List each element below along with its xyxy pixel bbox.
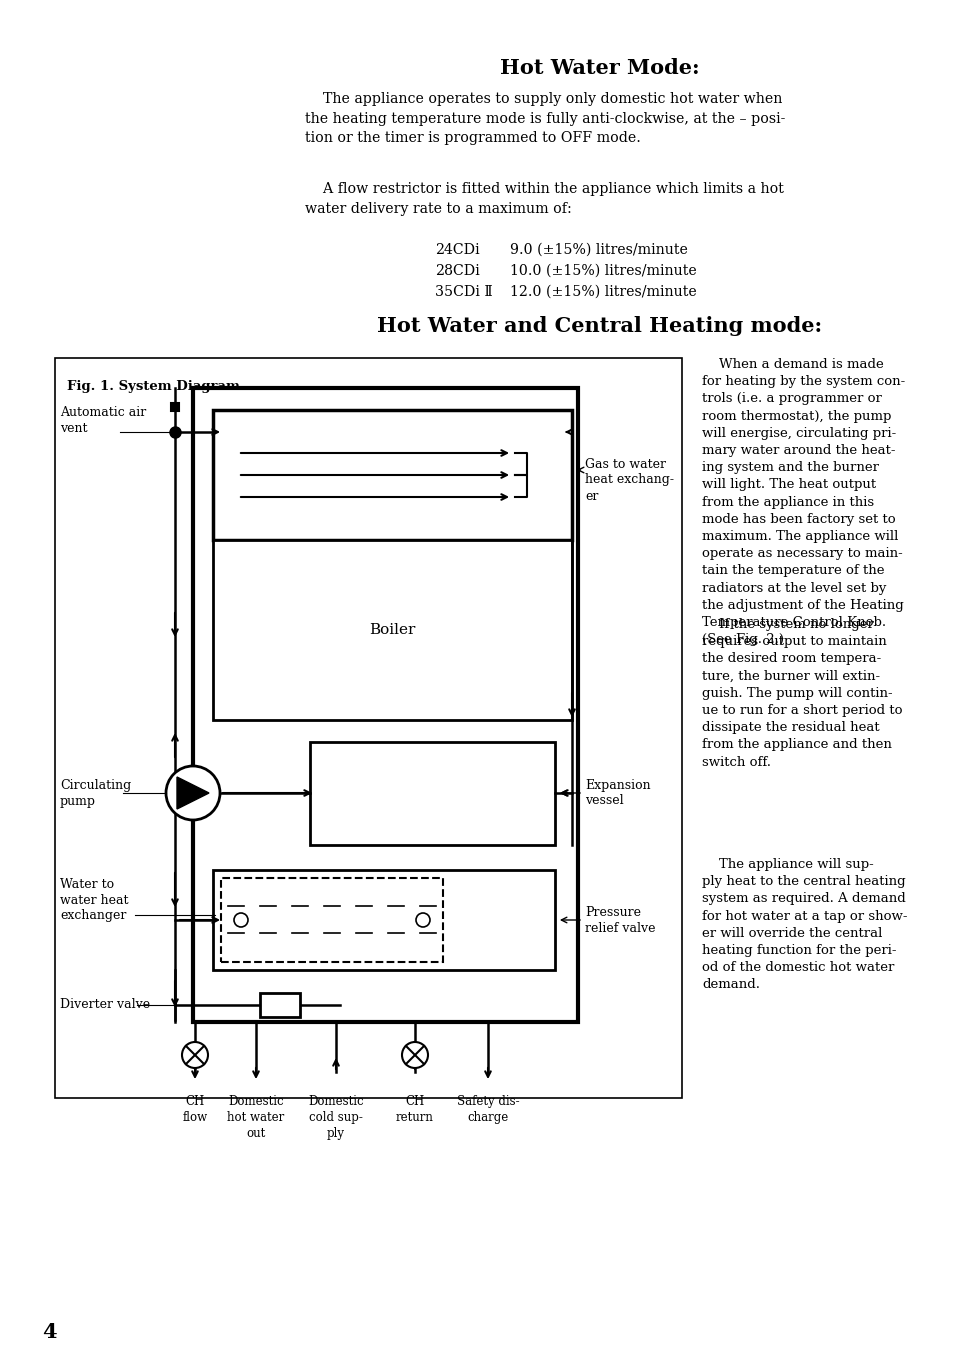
Text: Expansion
vessel: Expansion vessel (584, 779, 650, 807)
Text: 10.0 (±15%) litres/minute: 10.0 (±15%) litres/minute (510, 264, 696, 279)
Bar (221, 877, 442, 963)
Bar (260, 992, 299, 1017)
Circle shape (166, 767, 220, 821)
Text: 4: 4 (42, 1322, 56, 1343)
Circle shape (233, 913, 248, 927)
Bar (213, 410, 572, 539)
Circle shape (182, 1042, 208, 1068)
Text: 28CDi: 28CDi (435, 264, 479, 279)
Text: Gas to water
heat exchang-
er: Gas to water heat exchang- er (584, 457, 673, 503)
Text: Pressure
relief valve: Pressure relief valve (584, 906, 655, 934)
Text: When a demand is made
for heating by the system con-
trols (i.e. a programmer or: When a demand is made for heating by the… (701, 358, 904, 646)
Circle shape (416, 913, 430, 927)
Text: Water to
water heat
exchanger: Water to water heat exchanger (60, 877, 129, 922)
Text: Boiler: Boiler (369, 623, 416, 637)
Bar (310, 742, 555, 845)
Text: Circulating
pump: Circulating pump (60, 779, 132, 807)
Text: 12.0 (±15%) litres/minute: 12.0 (±15%) litres/minute (510, 285, 696, 299)
Text: Automatic air
vent: Automatic air vent (60, 406, 146, 434)
Text: Fig. 1. System Diagram.: Fig. 1. System Diagram. (67, 380, 244, 393)
Text: 24CDi: 24CDi (435, 243, 479, 257)
Text: Hot Water and Central Heating mode:: Hot Water and Central Heating mode: (377, 316, 821, 337)
Text: The appliance operates to supply only domestic hot water when
the heating temper: The appliance operates to supply only do… (305, 92, 784, 145)
Bar (171, 403, 179, 411)
Text: Domestic
cold sup-
ply: Domestic cold sup- ply (308, 1095, 363, 1140)
Text: CH
flow: CH flow (182, 1095, 208, 1124)
Text: CH
return: CH return (395, 1095, 434, 1124)
Polygon shape (177, 777, 209, 808)
Circle shape (401, 1042, 428, 1068)
Text: If the system no longer
requires output to maintain
the desired room tempera-
tu: If the system no longer requires output … (701, 618, 902, 768)
Bar (193, 388, 578, 1022)
Text: 9.0 (±15%) litres/minute: 9.0 (±15%) litres/minute (510, 243, 687, 257)
Text: Domestic
hot water
out: Domestic hot water out (227, 1095, 284, 1140)
Text: The appliance will sup-
ply heat to the central heating
system as required. A de: The appliance will sup- ply heat to the … (701, 859, 906, 991)
Text: Diverter valve: Diverter valve (60, 999, 150, 1011)
Bar (213, 869, 555, 969)
Text: Hot Water Mode:: Hot Water Mode: (499, 58, 700, 78)
Text: 35CDi Ⅱ: 35CDi Ⅱ (435, 285, 493, 299)
Text: Safety dis-
charge: Safety dis- charge (456, 1095, 518, 1124)
Bar (55, 358, 681, 1098)
Text: A flow restrictor is fitted within the appliance which limits a hot
water delive: A flow restrictor is fitted within the a… (305, 183, 783, 215)
Bar (213, 539, 572, 721)
